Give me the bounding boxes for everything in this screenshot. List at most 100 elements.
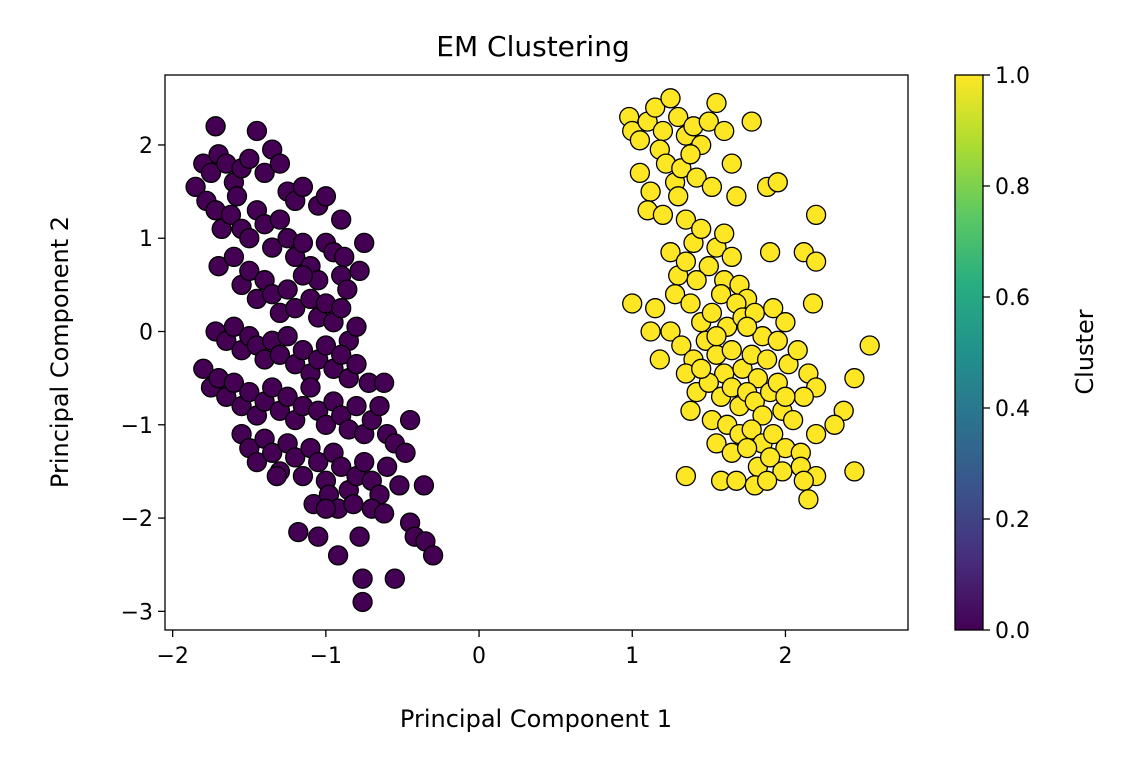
cluster-0-point (373, 503, 395, 524)
cluster-0-point (208, 256, 229, 277)
cluster-1-point (680, 400, 701, 421)
colorbar-label: Cluster (1071, 309, 1099, 394)
cluster-0-point (331, 456, 352, 477)
cluster-0-point (262, 442, 283, 463)
cluster-1-point (710, 284, 732, 305)
cluster-1-point (668, 106, 689, 128)
colorbar-tick-label: 0.6 (995, 286, 1030, 311)
y-tick-label: −1 (121, 414, 153, 439)
cluster-1-point (756, 470, 778, 491)
cluster-0-point (223, 246, 245, 268)
cluster-0-point (354, 451, 375, 473)
cluster-1-point (805, 251, 827, 272)
cluster-1-point (675, 251, 697, 272)
cluster-0-point (337, 279, 358, 300)
cluster-1-point (652, 120, 674, 142)
cluster-0-point (384, 568, 405, 589)
cluster-1-point (726, 470, 747, 491)
cluster-1-point (726, 186, 747, 207)
y-axis-ticks: −3 −2 −1 0 1 2 (121, 134, 165, 625)
cluster-0-point (315, 186, 337, 207)
cluster-1-point (706, 92, 727, 114)
cluster-1-point (691, 218, 712, 240)
cluster-1-point (798, 489, 819, 510)
cluster-1-point (741, 111, 762, 132)
cluster-1-point (649, 349, 670, 370)
y-tick-label: 0 (139, 321, 153, 346)
x-axis-label: Principal Component 1 (400, 705, 672, 733)
cluster-0-point (349, 260, 370, 282)
cluster-1-point (622, 293, 643, 314)
cluster-0-point (254, 162, 275, 184)
cluster-1-point (844, 461, 865, 482)
cluster-1-point (763, 298, 784, 319)
cluster-0-point (346, 354, 367, 375)
cluster-0-point (223, 316, 245, 337)
cluster-0-point (315, 498, 337, 519)
cluster-0-point (373, 372, 395, 393)
colorbar-tick-label: 1.0 (995, 64, 1030, 89)
x-axis-ticks: −2 −1 0 1 2 (156, 630, 792, 669)
colorbar-tick-label: 0.2 (995, 508, 1030, 533)
cluster-1-point (629, 130, 651, 151)
cluster-0-point (331, 298, 352, 319)
cluster-1-point (664, 284, 686, 305)
cluster-1-point (805, 204, 827, 226)
cluster-0-point (285, 298, 306, 319)
cluster-1-point (652, 204, 674, 226)
cluster-0-point (300, 377, 321, 398)
cluster-0-point (239, 148, 260, 170)
cluster-1-point (698, 256, 719, 277)
cluster-1-point (721, 340, 742, 361)
cluster-0-point (346, 395, 367, 417)
cluster-0-point (369, 395, 390, 417)
cluster-1-point (714, 120, 735, 142)
cluster-1-point (805, 423, 827, 445)
cluster-0-point (239, 228, 260, 249)
x-tick-label: 0 (472, 644, 486, 669)
cluster-1-point (763, 423, 784, 445)
cluster-0-point (395, 442, 416, 463)
cluster-1-point (706, 326, 727, 347)
cluster-0-point (262, 237, 283, 258)
y-tick-label: −3 (121, 600, 153, 625)
cluster-0-point (352, 568, 373, 589)
cluster-1-point (752, 405, 773, 426)
cluster-0-point (399, 409, 421, 431)
cluster-0-point (389, 475, 410, 496)
cluster-0-point (308, 451, 329, 473)
cluster-1-point (775, 386, 796, 407)
cluster-0-point (223, 372, 245, 393)
cluster-1-point (701, 302, 723, 324)
cluster-1-point (640, 321, 661, 342)
cluster-1-point (706, 433, 727, 454)
cluster-1-point (767, 172, 788, 193)
cluster-1-point (671, 335, 692, 356)
cluster-1-point (824, 414, 845, 435)
cluster-0-point (292, 340, 314, 361)
cluster-1-point (691, 358, 712, 379)
cluster-0-point (422, 545, 444, 566)
cluster-1-point (645, 97, 666, 118)
cluster-1-point (675, 209, 697, 230)
cluster-0-point (292, 265, 314, 286)
cluster-0-point (269, 209, 291, 230)
cluster-1-point (686, 270, 707, 291)
cluster-0-point (246, 120, 268, 142)
cluster-1-point (714, 223, 735, 244)
cluster-1-point (660, 88, 681, 109)
cluster-1-point (844, 368, 865, 389)
cluster-1-point (686, 167, 707, 188)
scatter-points (185, 88, 880, 613)
cluster-0-point (354, 232, 375, 254)
cluster-1-point (680, 144, 701, 165)
cluster-0-point (315, 414, 337, 435)
cluster-0-point (277, 386, 298, 407)
cluster-0-point (211, 218, 232, 240)
cluster-0-point (288, 521, 309, 543)
cluster-0-point (200, 162, 222, 184)
x-tick-label: 2 (778, 644, 792, 669)
cluster-0-point (327, 545, 349, 566)
cluster-0-point (185, 176, 206, 198)
